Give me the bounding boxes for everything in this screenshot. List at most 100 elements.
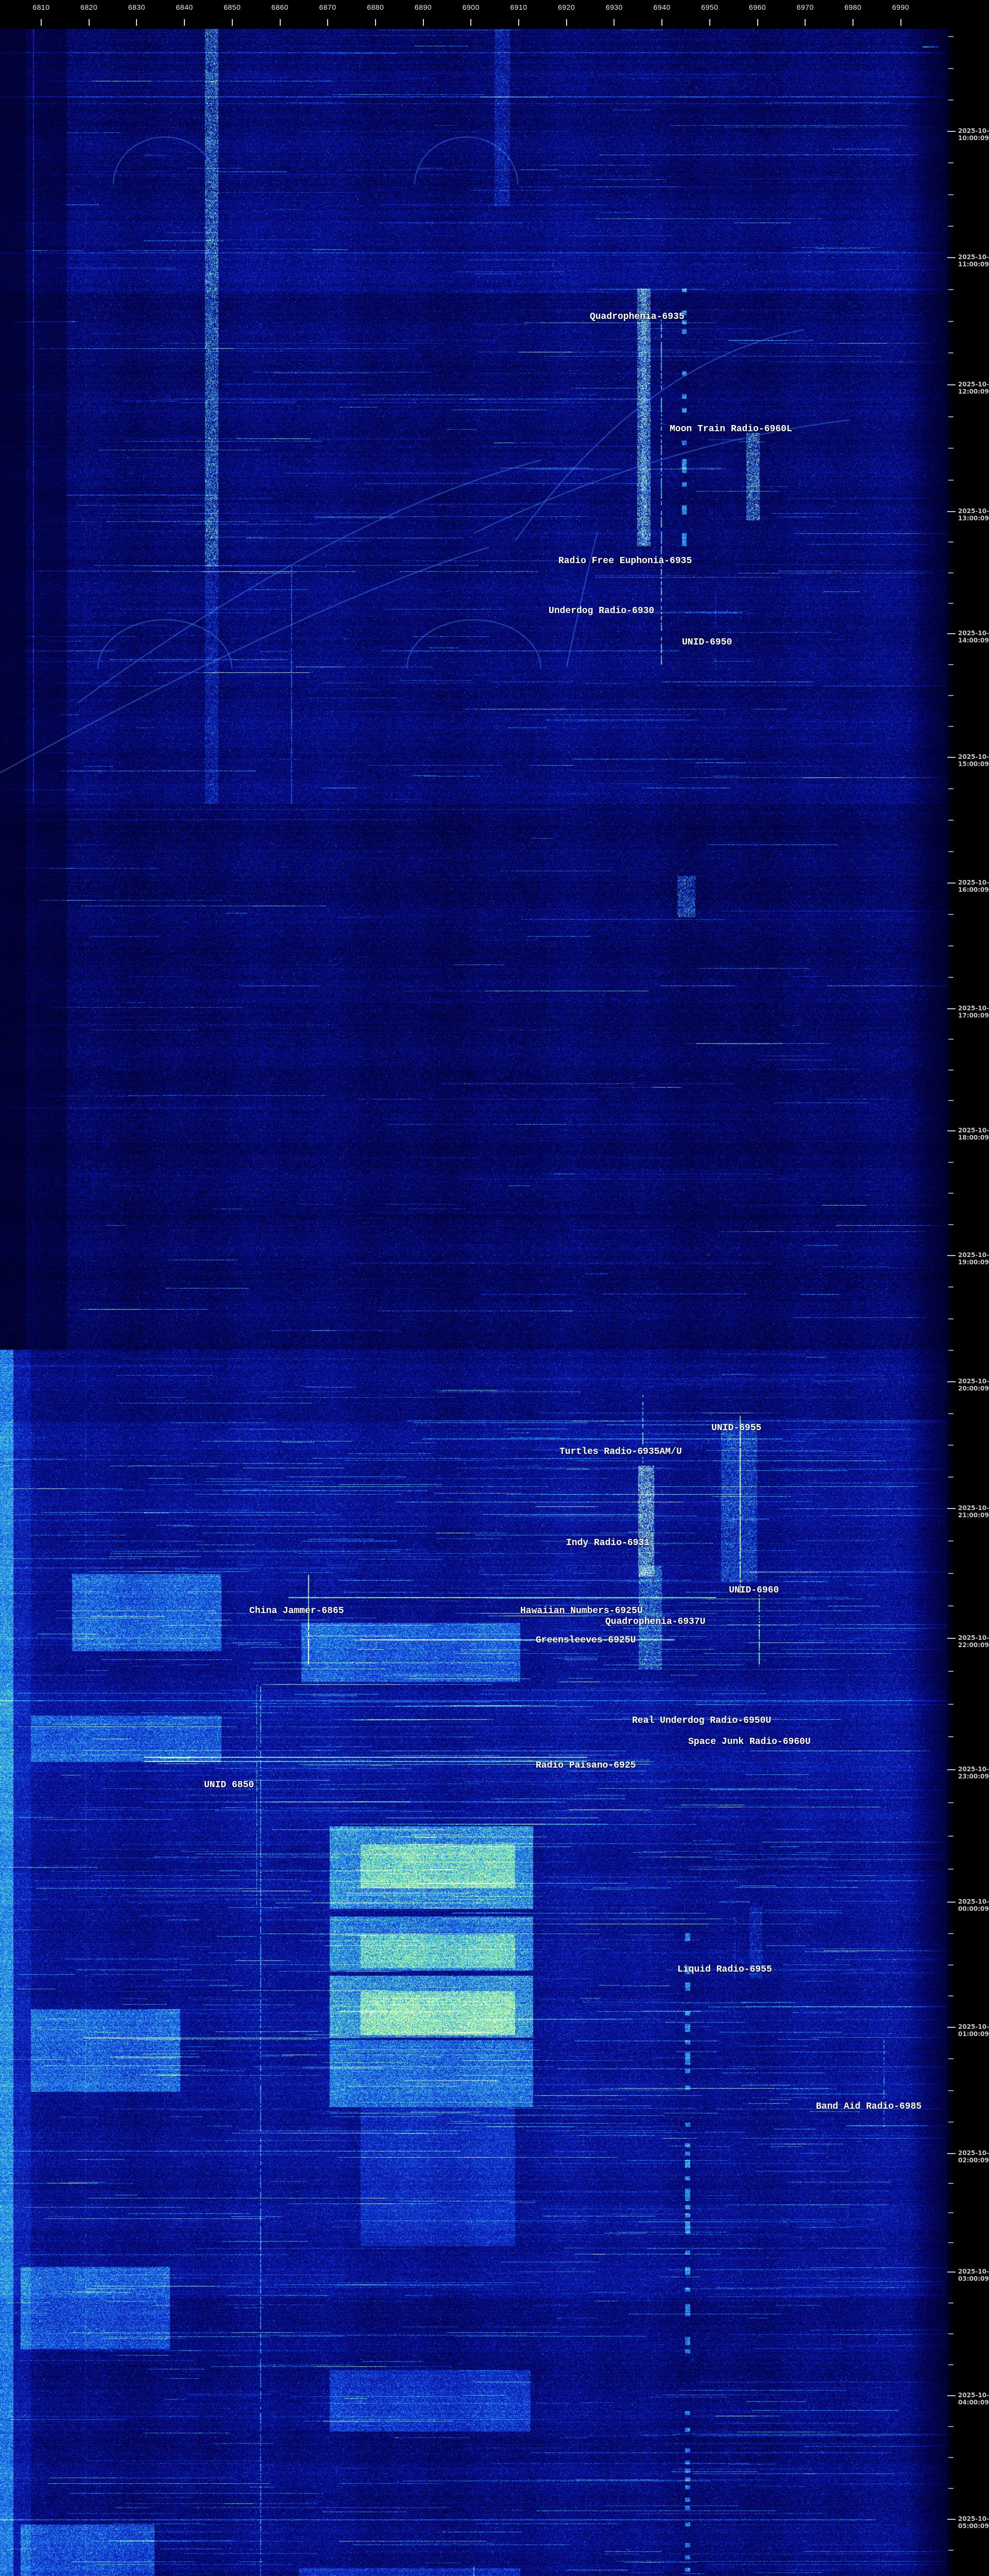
freq-tick-label: 6860 bbox=[271, 3, 288, 11]
freq-tick-mark bbox=[518, 19, 519, 26]
time-minor-tick bbox=[948, 1995, 953, 1996]
time-minor-tick bbox=[948, 1933, 953, 1934]
time-minor-tick bbox=[948, 2212, 953, 2213]
freq-tick-mark bbox=[757, 19, 758, 26]
time-minor-tick bbox=[948, 2550, 953, 2551]
time-minor-tick bbox=[948, 2302, 953, 2303]
time-hour-tick bbox=[947, 257, 956, 258]
station-label: UNID 6850 bbox=[204, 1780, 254, 1790]
time-minor-tick bbox=[948, 2242, 953, 2243]
freq-tick-mark bbox=[900, 19, 901, 26]
timestamp-label: 2025-10-1214:00:09 bbox=[958, 630, 989, 644]
time-minor-tick bbox=[948, 68, 953, 69]
time-minor-tick bbox=[948, 1100, 953, 1101]
time-minor-tick bbox=[948, 2364, 953, 2365]
freq-tick-mark bbox=[327, 19, 328, 26]
freq-tick-mark bbox=[805, 19, 806, 26]
time-hour-tick bbox=[947, 1508, 956, 1509]
time-minor-tick bbox=[948, 480, 953, 481]
station-label: Moon Train Radio-6960L bbox=[670, 424, 792, 434]
timestamp-label: 2025-10-1219:00:09 bbox=[958, 1251, 989, 1266]
time-minor-tick bbox=[948, 541, 953, 543]
time-hour-tick bbox=[947, 1008, 956, 1009]
freq-tick-mark bbox=[184, 19, 185, 26]
time-minor-tick bbox=[948, 1350, 953, 1351]
time-minor-tick bbox=[948, 572, 953, 573]
station-label: Greensleeves-6925U bbox=[536, 1635, 636, 1646]
time-hour-tick bbox=[947, 2395, 956, 2396]
time-minor-tick bbox=[948, 1162, 953, 1163]
station-label: UNID-6960 bbox=[729, 1585, 779, 1596]
time-hour-tick bbox=[947, 2519, 956, 2520]
time-minor-tick bbox=[948, 1070, 953, 1071]
freq-tick-label: 6880 bbox=[367, 3, 384, 11]
timestamp-label: 2025-10-1301:00:09 bbox=[958, 2023, 989, 2038]
time-hour-tick bbox=[947, 1130, 956, 1131]
timestamp-label: 2025-10-1211:00:09 bbox=[958, 253, 989, 268]
time-minor-tick bbox=[948, 1224, 953, 1225]
station-label: Band Aid Radio-6985 bbox=[816, 2102, 922, 2112]
freq-tick-label: 6850 bbox=[224, 3, 241, 11]
time-minor-tick bbox=[948, 2488, 953, 2489]
time-minor-tick bbox=[948, 36, 953, 37]
station-label: Quadrophenia-6937U bbox=[605, 1617, 705, 1627]
time-minor-tick bbox=[948, 352, 953, 353]
station-label: Indy Radio-6931 bbox=[566, 1538, 650, 1548]
time-minor-tick bbox=[948, 321, 953, 322]
time-hour-tick bbox=[947, 2027, 956, 2028]
time-minor-tick bbox=[948, 977, 953, 978]
freq-tick-mark bbox=[709, 19, 710, 26]
station-label: Radio Free Euphonia-6935 bbox=[558, 556, 692, 566]
time-minor-tick bbox=[948, 1671, 953, 1672]
time-minor-tick bbox=[948, 2090, 953, 2091]
station-label: Hawaiian Numbers-6925U bbox=[520, 1606, 643, 1616]
time-hour-tick bbox=[947, 511, 956, 512]
waterfall-grabber-screen: 6810 6820 6830 6840 6850 6860 6870 6880 6890 6900… bbox=[0, 0, 989, 2576]
timestamp-label: 2025-10-1218:00:09 bbox=[958, 1127, 989, 1141]
time-hour-tick bbox=[947, 883, 956, 884]
timestamp-label: 2025-10-1305:00:09 bbox=[958, 2515, 989, 2530]
time-minor-tick bbox=[948, 2058, 953, 2059]
freq-tick-mark bbox=[470, 19, 471, 26]
time-minor-tick bbox=[948, 1802, 953, 1803]
time-minor-tick bbox=[948, 226, 953, 227]
station-label: UNID-6955 bbox=[711, 1423, 761, 1433]
time-minor-tick bbox=[948, 2426, 953, 2427]
freq-tick-label: 6830 bbox=[128, 3, 145, 11]
freq-tick-label: 6900 bbox=[463, 3, 480, 11]
timestamp-label: 2025-10-1213:00:09 bbox=[958, 507, 989, 522]
time-hour-tick bbox=[947, 384, 956, 385]
timestamp-label: 2025-10-1217:00:09 bbox=[958, 1005, 989, 1019]
timestamp-label: 2025-10-1216:00:09 bbox=[958, 879, 989, 893]
time-minor-tick bbox=[948, 695, 953, 696]
freq-tick-mark bbox=[661, 19, 662, 26]
freq-tick-label: 6910 bbox=[510, 3, 527, 11]
freq-tick-label: 6950 bbox=[701, 3, 718, 11]
timestamp-label: 2025-10-1223:00:09 bbox=[958, 1766, 989, 1780]
time-minor-tick bbox=[948, 1318, 953, 1319]
station-label: Real Underdog Radio-6950U bbox=[632, 1716, 771, 1726]
freq-tick-mark bbox=[41, 19, 42, 26]
time-minor-tick bbox=[948, 788, 953, 789]
time-minor-tick bbox=[948, 1193, 953, 1194]
freq-tick-mark bbox=[136, 19, 137, 26]
time-hour-tick bbox=[947, 1902, 956, 1903]
time-minor-tick bbox=[948, 945, 953, 946]
freq-tick-label: 6960 bbox=[749, 3, 766, 11]
timestamp-label: 2025-10-1220:00:09 bbox=[958, 1378, 989, 1392]
freq-tick-label: 6980 bbox=[844, 3, 861, 11]
freq-tick-mark bbox=[852, 19, 854, 26]
timestamp-label: 2025-10-1210:00:09 bbox=[958, 127, 989, 142]
time-minor-tick bbox=[948, 416, 953, 417]
time-minor-tick bbox=[948, 1605, 953, 1606]
timestamp-label: 2025-10-1302:00:09 bbox=[958, 2149, 989, 2164]
time-hour-tick bbox=[947, 131, 956, 132]
station-label: Quadrophenia-6935 bbox=[590, 312, 685, 322]
timestamp-label: 2025-10-1304:00:09 bbox=[958, 2392, 989, 2406]
timestamp-label: 2025-10-1212:00:09 bbox=[958, 381, 989, 395]
station-label: Space Junk Radio-6960U bbox=[688, 1737, 811, 1747]
time-minor-tick bbox=[948, 1039, 953, 1040]
time-minor-tick bbox=[948, 2122, 953, 2123]
time-minor-tick bbox=[948, 914, 953, 915]
freq-tick-label: 6810 bbox=[32, 3, 49, 11]
